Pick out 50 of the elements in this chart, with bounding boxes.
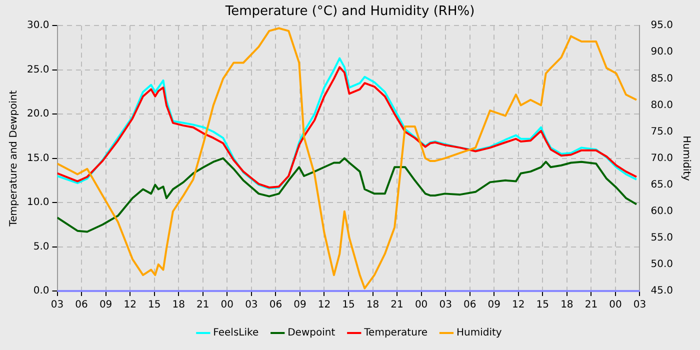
x-tick-label: 03 bbox=[633, 300, 646, 311]
x-tick-label: 21 bbox=[196, 300, 210, 311]
x-tick-label: 09 bbox=[488, 300, 500, 311]
y2-tick-label: 65.0 bbox=[650, 179, 673, 190]
y2-tick-label: 95.0 bbox=[650, 20, 673, 32]
x-tick-label: 15 bbox=[148, 300, 161, 311]
legend-label: Temperature bbox=[363, 328, 428, 339]
x-tick-label: 06 bbox=[75, 300, 88, 311]
x-tick-label: 00 bbox=[220, 300, 234, 311]
y-axis-title: Temperature and Dewpoint bbox=[8, 90, 20, 228]
y2-tick-label: 70.0 bbox=[650, 152, 673, 164]
x-tick-label: 15 bbox=[342, 300, 355, 311]
y-tick-label: 5.0 bbox=[33, 241, 50, 252]
y-tick-label: 30.0 bbox=[27, 20, 50, 32]
y-tick-label: 25.0 bbox=[27, 64, 50, 76]
x-tick-label: 00 bbox=[609, 300, 622, 311]
x-tick-label: 12 bbox=[512, 300, 525, 311]
x-tick-label: 03 bbox=[245, 300, 258, 311]
y2-tick-label: 75.0 bbox=[650, 126, 673, 138]
x-tick-label: 09 bbox=[99, 300, 112, 311]
y2-tick-label: 45.0 bbox=[650, 286, 673, 297]
x-tick-label: 06 bbox=[463, 300, 476, 311]
x-tick-label: 09 bbox=[294, 300, 306, 311]
y-tick-label: 10.0 bbox=[27, 197, 50, 208]
x-tick-label: 21 bbox=[584, 300, 598, 311]
legend-label: Humidity bbox=[456, 328, 502, 339]
y2-tick-label: 90.0 bbox=[650, 46, 673, 58]
y2-tick-label: 50.0 bbox=[650, 259, 673, 270]
y2-tick-label: 85.0 bbox=[650, 73, 673, 84]
x-tick-label: 12 bbox=[124, 300, 136, 311]
y2-tick-label: 60.0 bbox=[650, 206, 673, 217]
x-tick-label: 03 bbox=[439, 300, 452, 311]
legend-label: FeelsLike bbox=[213, 328, 259, 339]
y2-tick-label: 80.0 bbox=[650, 100, 673, 111]
y-tick-label: 0.0 bbox=[33, 286, 50, 297]
chart-title: Temperature (°C) and Humidity (RH%) bbox=[224, 4, 475, 20]
legend-label: Dewpoint bbox=[288, 328, 336, 339]
x-tick-label: 21 bbox=[390, 300, 404, 311]
x-tick-label: 18 bbox=[560, 300, 574, 311]
x-tick-label: 15 bbox=[536, 300, 550, 311]
y-tick-label: 20.0 bbox=[27, 108, 50, 120]
x-tick-label: 18 bbox=[366, 300, 380, 311]
x-tick-label: 06 bbox=[269, 300, 282, 311]
x-tick-label: 00 bbox=[414, 300, 428, 311]
x-tick-label: 18 bbox=[172, 300, 185, 311]
y2-tick-label: 55.0 bbox=[650, 232, 673, 244]
y-tick-label: 15.0 bbox=[27, 152, 50, 164]
y2-axis-title: Humidity bbox=[680, 136, 692, 182]
x-tick-label: 03 bbox=[50, 300, 64, 311]
x-tick-label: 12 bbox=[318, 300, 331, 311]
